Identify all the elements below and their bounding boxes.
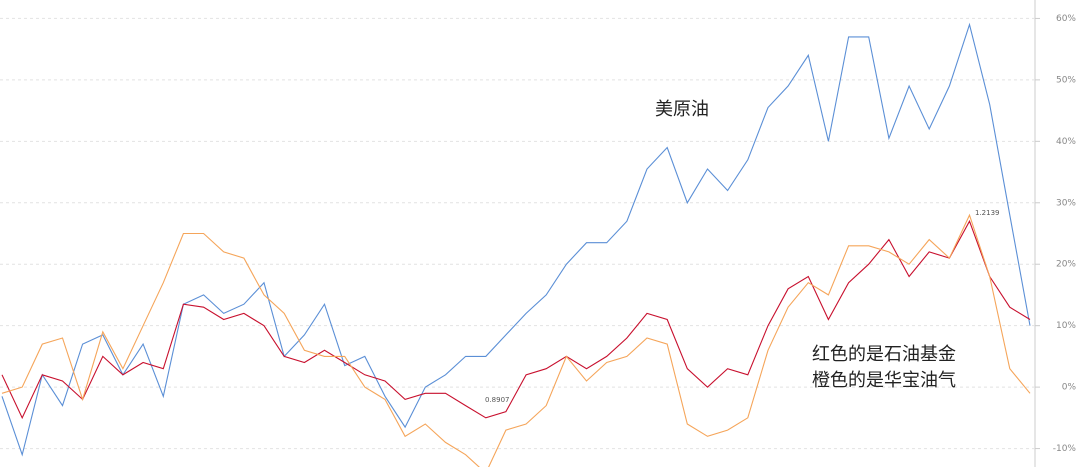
series-label: 美原油 [655,99,709,120]
y-tick-label: 40% [1056,137,1076,147]
series-line [1,219,1031,420]
series-line [1,22,1031,457]
y-tick-label: 0% [1062,383,1077,393]
y-tick-label: 30% [1056,198,1076,208]
annotation: 0.8907 [485,396,510,404]
y-tick-label: 60% [1056,14,1076,24]
annotation: 1.2139 [975,209,1000,217]
y-tick-label: -10% [1053,444,1077,454]
y-tick-label: 20% [1056,260,1076,270]
annotation: 橙色的是华宝油气 [812,370,956,391]
annotation: 红色的是石油基金 [812,344,956,365]
series-line [1,213,1031,467]
y-tick-label: 50% [1056,75,1076,85]
y-tick-label: 10% [1056,321,1076,331]
